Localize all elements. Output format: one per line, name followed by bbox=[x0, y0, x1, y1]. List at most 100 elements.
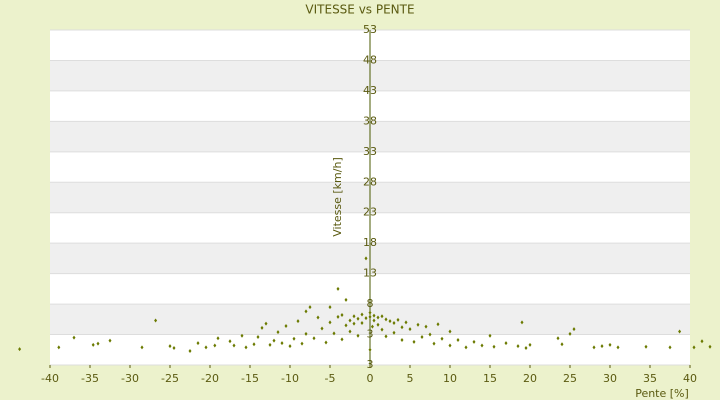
point bbox=[560, 342, 564, 347]
point bbox=[308, 305, 312, 310]
x-tick-label: -25 bbox=[161, 372, 179, 385]
point bbox=[336, 314, 340, 319]
point bbox=[404, 320, 408, 325]
point bbox=[372, 318, 376, 323]
point bbox=[57, 345, 61, 350]
point bbox=[668, 345, 672, 350]
point bbox=[432, 341, 436, 346]
x-tick-label: -20 bbox=[201, 372, 219, 385]
y-tick-label: 53 bbox=[363, 23, 377, 36]
point bbox=[644, 344, 648, 349]
point bbox=[380, 327, 384, 332]
point bbox=[188, 348, 192, 353]
point bbox=[216, 336, 220, 341]
point bbox=[324, 340, 328, 345]
point bbox=[384, 334, 388, 339]
point bbox=[448, 343, 452, 348]
x-tick-label: -15 bbox=[241, 372, 259, 385]
point bbox=[252, 342, 256, 347]
point bbox=[428, 332, 432, 337]
point bbox=[244, 345, 248, 350]
x-tick-label: 5 bbox=[407, 372, 414, 385]
x-tick-label: -5 bbox=[325, 372, 336, 385]
point bbox=[328, 305, 332, 310]
point bbox=[72, 335, 76, 340]
point bbox=[424, 324, 428, 329]
point bbox=[272, 338, 276, 343]
point bbox=[256, 334, 260, 339]
point bbox=[412, 339, 416, 344]
point bbox=[616, 345, 620, 350]
point bbox=[368, 310, 372, 315]
point bbox=[284, 324, 288, 329]
point bbox=[228, 339, 232, 344]
point bbox=[360, 320, 364, 325]
point bbox=[312, 336, 316, 341]
point bbox=[264, 321, 268, 326]
point bbox=[504, 341, 508, 346]
point bbox=[352, 321, 356, 326]
point bbox=[280, 341, 284, 346]
point bbox=[292, 336, 296, 341]
point bbox=[392, 320, 396, 325]
point bbox=[344, 323, 348, 328]
point bbox=[364, 256, 368, 261]
point bbox=[288, 344, 292, 349]
point bbox=[340, 337, 344, 342]
point bbox=[388, 319, 392, 324]
point bbox=[678, 329, 682, 334]
point bbox=[348, 329, 352, 334]
point bbox=[708, 344, 712, 349]
x-tick-label: 25 bbox=[563, 372, 577, 385]
point bbox=[232, 343, 236, 348]
point bbox=[592, 345, 596, 350]
point bbox=[480, 343, 484, 348]
point bbox=[196, 341, 200, 346]
point bbox=[400, 325, 404, 330]
point bbox=[213, 343, 217, 348]
x-tick-label: 35 bbox=[643, 372, 657, 385]
point bbox=[276, 330, 280, 335]
point bbox=[304, 331, 308, 336]
point bbox=[400, 338, 404, 343]
chart-title: VITESSE vs PENTE bbox=[305, 3, 414, 17]
point bbox=[464, 345, 468, 350]
point bbox=[416, 322, 420, 327]
point bbox=[692, 345, 696, 350]
point bbox=[600, 344, 604, 349]
point bbox=[520, 320, 524, 325]
point bbox=[356, 333, 360, 338]
point bbox=[456, 338, 460, 343]
point bbox=[91, 342, 95, 347]
point bbox=[300, 341, 304, 346]
point bbox=[396, 317, 400, 322]
point bbox=[260, 325, 264, 330]
point bbox=[332, 331, 336, 336]
x-axis-title: Pente [%] bbox=[635, 387, 689, 400]
point bbox=[492, 344, 496, 349]
point bbox=[368, 347, 372, 352]
point bbox=[328, 320, 332, 325]
x-tick-label: 15 bbox=[483, 372, 497, 385]
point bbox=[352, 314, 356, 319]
point bbox=[316, 315, 320, 320]
point bbox=[268, 342, 272, 347]
point bbox=[556, 336, 560, 341]
point bbox=[140, 345, 144, 350]
point bbox=[448, 329, 452, 334]
point bbox=[524, 345, 528, 350]
point bbox=[336, 286, 340, 291]
point bbox=[340, 313, 344, 318]
point bbox=[528, 342, 532, 347]
point bbox=[364, 316, 368, 321]
point bbox=[348, 318, 352, 323]
point bbox=[320, 326, 324, 331]
y-axis-title: Vitesse [km/h] bbox=[331, 157, 344, 237]
x-tick-label: 30 bbox=[603, 372, 617, 385]
point bbox=[344, 297, 348, 302]
point bbox=[96, 341, 100, 346]
x-tick-label: 10 bbox=[443, 372, 457, 385]
point bbox=[488, 333, 492, 338]
